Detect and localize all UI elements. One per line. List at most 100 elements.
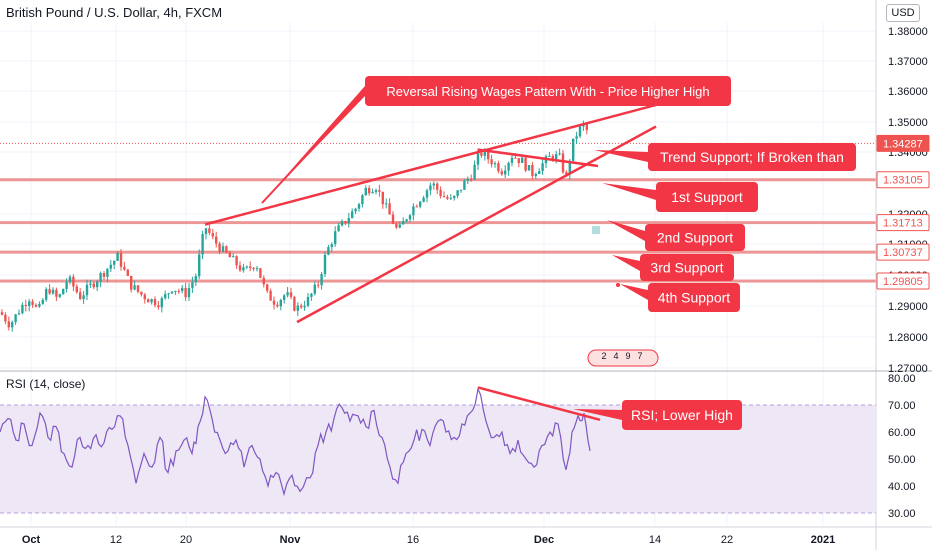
annotations: Reversal Rising Wages Pattern With - Pri… bbox=[261, 76, 856, 367]
candle-body bbox=[327, 246, 330, 255]
currency-badge[interactable]: USD bbox=[886, 4, 920, 22]
candle-body bbox=[432, 183, 435, 186]
candle-body bbox=[177, 290, 180, 292]
candle-body bbox=[347, 218, 350, 224]
x-tick-label: 2021 bbox=[811, 534, 835, 546]
candle-body bbox=[116, 252, 119, 261]
x-tick-label: 20 bbox=[180, 534, 192, 546]
rsi-trendline bbox=[477, 386, 601, 422]
candle-body bbox=[252, 267, 255, 269]
candle-body bbox=[466, 178, 469, 181]
event-badge-digit: 4 bbox=[613, 351, 618, 361]
candle-body bbox=[0, 312, 4, 315]
candle-body bbox=[126, 269, 129, 276]
candle-body bbox=[147, 299, 150, 303]
candle-body bbox=[283, 295, 286, 300]
candle-body bbox=[476, 152, 480, 165]
candle-body bbox=[510, 157, 514, 163]
candle-body bbox=[232, 256, 235, 258]
candle-body bbox=[507, 162, 510, 171]
rsi-tick-label: 30.00 bbox=[888, 508, 916, 520]
candle-body bbox=[41, 299, 44, 304]
price-tag-label: 1.33105 bbox=[883, 175, 923, 187]
candle-body bbox=[300, 305, 303, 308]
candle-body bbox=[38, 303, 41, 307]
candle-body bbox=[106, 268, 109, 277]
candle-body bbox=[572, 138, 575, 161]
candle-body bbox=[17, 313, 21, 315]
candle-body bbox=[262, 277, 265, 285]
candle-body bbox=[340, 221, 344, 226]
event-badge-digit: 2 bbox=[601, 351, 606, 361]
candle-body bbox=[368, 187, 371, 194]
candle-body bbox=[306, 296, 310, 306]
callout-pointer bbox=[620, 284, 648, 300]
candle-body bbox=[160, 298, 163, 308]
candle-body bbox=[191, 282, 194, 289]
rsi-title[interactable]: RSI (14, close) bbox=[6, 377, 86, 391]
candle-body bbox=[133, 285, 136, 290]
candle-body bbox=[453, 195, 456, 199]
x-tick-label: 14 bbox=[649, 534, 661, 546]
y-tick-label: 1.37000 bbox=[888, 56, 928, 68]
candle-body bbox=[548, 155, 551, 157]
symbol-title[interactable]: British Pound / U.S. Dollar, 4h, FXCM bbox=[6, 5, 223, 20]
candle-body bbox=[534, 173, 537, 177]
callout-pointer bbox=[594, 150, 648, 162]
candle-body bbox=[385, 203, 388, 205]
candle-body bbox=[211, 233, 214, 237]
candle-body bbox=[68, 276, 72, 283]
candle-body bbox=[208, 228, 211, 234]
candle-body bbox=[293, 296, 296, 311]
candle-body bbox=[357, 204, 361, 209]
y-tick-label: 1.35000 bbox=[888, 117, 928, 129]
callout-text: RSI; Lower High bbox=[631, 407, 733, 423]
candle-body bbox=[415, 206, 418, 208]
callout-box bbox=[645, 224, 745, 251]
y-tick-label: 1.28000 bbox=[888, 332, 928, 344]
callout-leader bbox=[261, 89, 368, 204]
candle-body bbox=[568, 160, 571, 175]
candle-body bbox=[99, 273, 102, 282]
callout-box bbox=[640, 254, 734, 281]
trendline-recent bbox=[477, 148, 599, 168]
candle-body bbox=[75, 286, 78, 293]
candle-body bbox=[374, 190, 378, 193]
rsi-tick-label: 40.00 bbox=[888, 481, 916, 493]
candle-body bbox=[575, 136, 578, 139]
candle-body bbox=[181, 287, 184, 292]
candle-body bbox=[272, 300, 276, 305]
candles bbox=[0, 120, 588, 332]
rsi-tick-label: 70.00 bbox=[888, 400, 916, 412]
candle-body bbox=[218, 243, 221, 252]
candle-body bbox=[500, 171, 503, 175]
candle-body bbox=[320, 274, 323, 286]
support-lines bbox=[0, 142, 876, 283]
candle-body bbox=[215, 236, 218, 244]
candle-body bbox=[123, 266, 126, 270]
candle-body bbox=[242, 267, 245, 271]
support-line bbox=[0, 178, 876, 182]
candle-body bbox=[334, 231, 337, 245]
callout-text: 3rd Support bbox=[650, 260, 723, 276]
callout-box bbox=[365, 76, 731, 106]
candle-body bbox=[449, 198, 452, 200]
candle-body bbox=[412, 206, 415, 216]
event-badge bbox=[587, 349, 659, 367]
candle-body bbox=[351, 211, 354, 219]
candle-body bbox=[140, 291, 143, 295]
candle-body bbox=[538, 171, 541, 174]
callout-text: 1st Support bbox=[671, 189, 743, 205]
price-tag-label: 1.30737 bbox=[883, 247, 923, 259]
callout-box bbox=[622, 400, 742, 430]
candle-body bbox=[388, 203, 391, 215]
candle-body bbox=[504, 170, 507, 175]
candle-body bbox=[551, 155, 554, 160]
candle-body bbox=[561, 153, 565, 173]
support-line bbox=[0, 279, 876, 283]
candle-body bbox=[558, 153, 561, 155]
candle-body bbox=[310, 293, 313, 297]
